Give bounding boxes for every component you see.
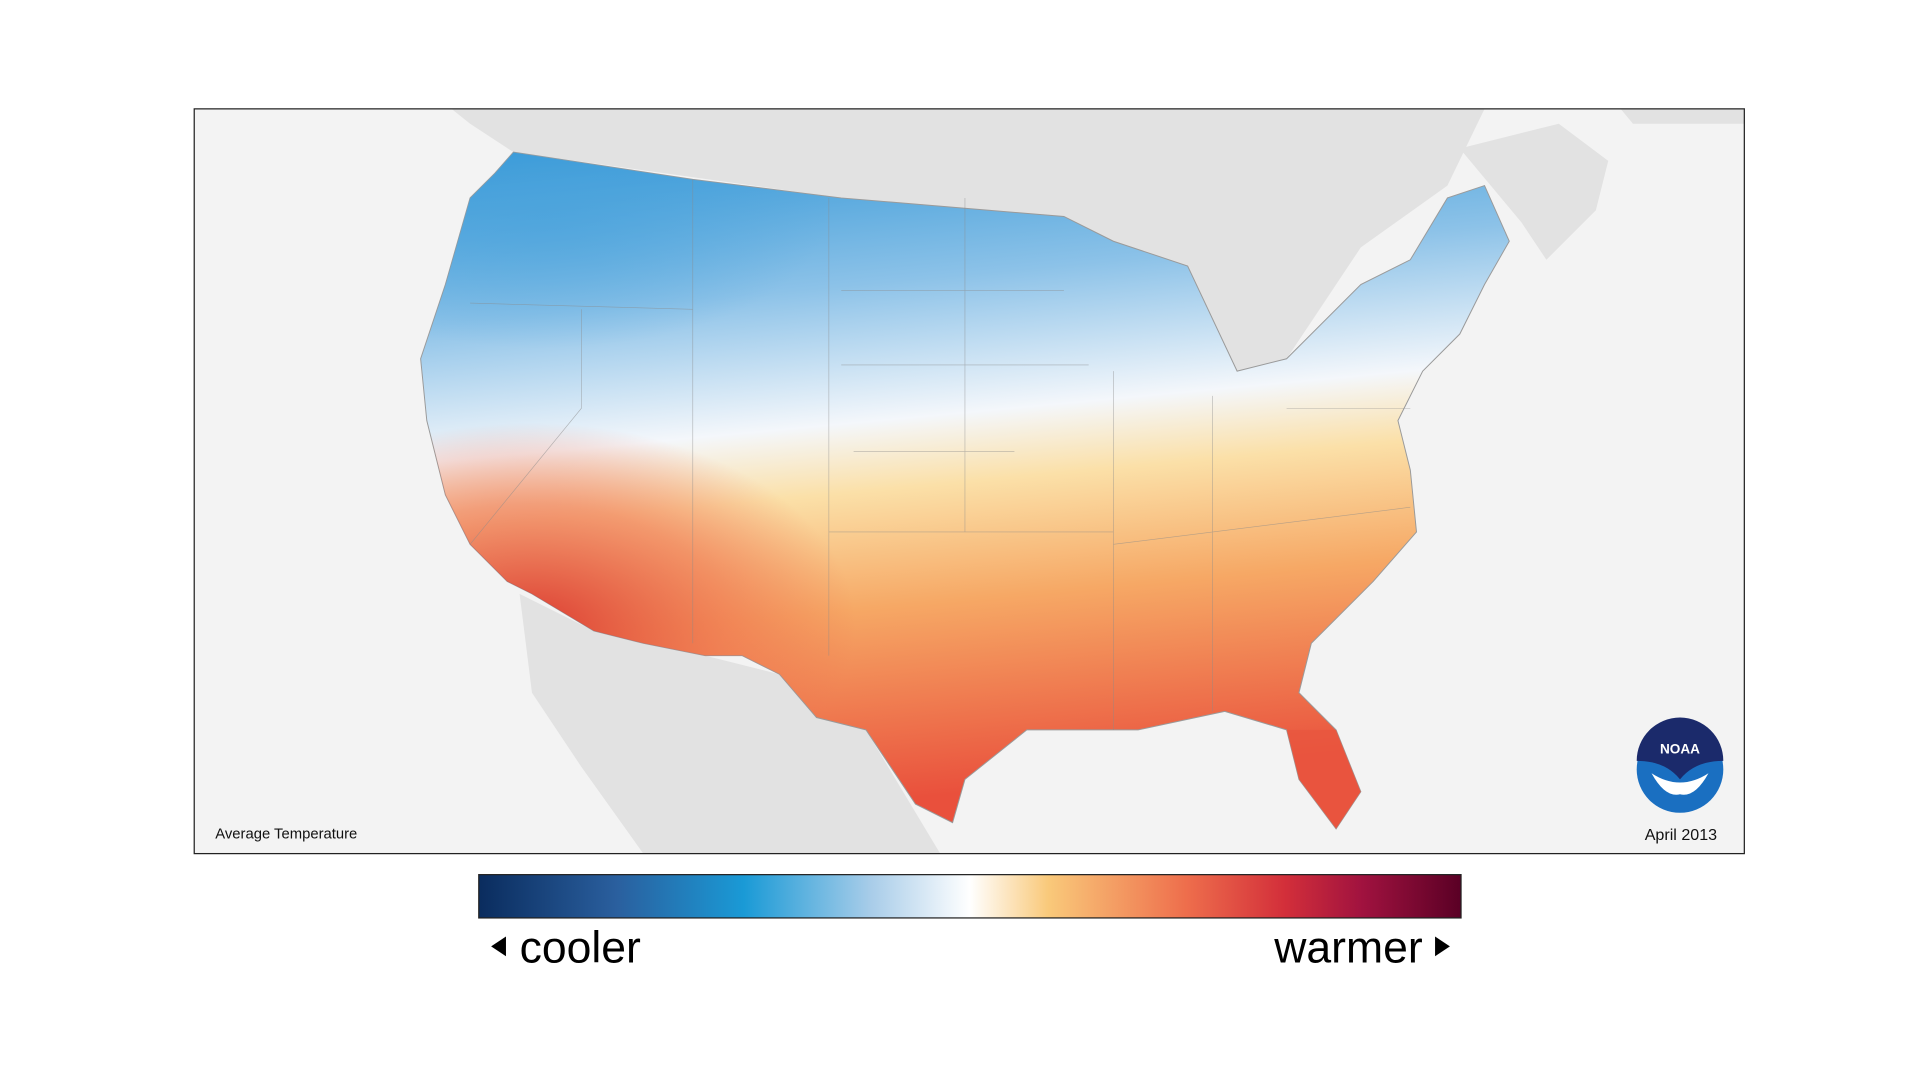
legend-high-label: warmer [1273, 923, 1423, 972]
map-date: April 2013 [1645, 826, 1717, 844]
canada-east [1459, 108, 1745, 260]
legend-low-label: cooler [520, 923, 641, 972]
land-context [451, 108, 1745, 854]
florida [1286, 729, 1361, 829]
map-title: Average Temperature [215, 827, 357, 843]
logo-text: NOAA [1660, 741, 1700, 756]
cooler-arrow [491, 936, 506, 957]
mexico [519, 593, 941, 854]
logo-gull [1651, 773, 1709, 795]
us-temperature [420, 151, 1510, 830]
color-scale [478, 874, 1462, 919]
map-frame [193, 108, 1745, 855]
noaa-logo: NOAA [1636, 717, 1724, 813]
canada [451, 108, 1485, 372]
logo-top [1636, 717, 1724, 780]
state-lines [469, 179, 1411, 730]
warmer-arrow [1435, 936, 1450, 957]
